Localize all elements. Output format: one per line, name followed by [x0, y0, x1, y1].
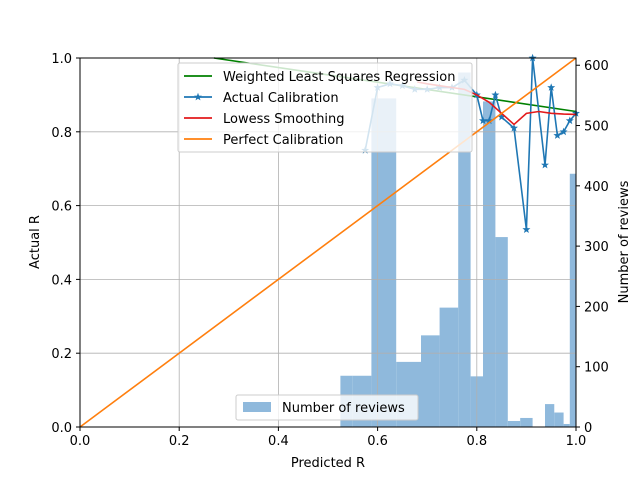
x-tick-label: 0.0	[70, 434, 91, 449]
x-tick-label: 0.8	[466, 434, 487, 449]
calibration-point	[565, 116, 574, 125]
y-right-tick-label: 400	[584, 180, 609, 195]
histogram-bar	[421, 335, 440, 427]
legend-bars-box	[235, 394, 419, 421]
legend-label: Weighted Least Squares Regression	[223, 70, 455, 85]
histogram-bar	[439, 307, 459, 427]
calibration-point	[479, 116, 487, 125]
legend-label: Perfect Calibration	[223, 133, 343, 148]
y-right-tick-label: 0	[584, 421, 592, 436]
x-tick-label: 0.4	[268, 434, 289, 449]
histogram-bar	[520, 417, 533, 427]
y-tick-label: 0.0	[51, 421, 72, 436]
legend-lines: Weighted Least Squares Regression Actual …	[177, 62, 473, 153]
histogram-bar	[483, 101, 496, 427]
calibration-point	[541, 160, 549, 169]
histogram-bars	[340, 72, 576, 428]
histogram-bar	[563, 423, 570, 427]
y-tick-label: 0.6	[51, 200, 72, 215]
calibration-point	[491, 90, 500, 99]
y-right-tick-label: 500	[584, 120, 609, 135]
y-right-tick-label: 100	[584, 361, 609, 376]
x-tick-label: 1.0	[566, 434, 587, 449]
y-right-axis-label: Number of reviews	[617, 180, 632, 303]
y-tick-label: 0.4	[51, 273, 72, 288]
histogram-bar	[545, 404, 555, 427]
histogram-bar	[371, 98, 397, 427]
calibration-point	[547, 83, 556, 91]
histogram-bar	[507, 420, 521, 427]
plot-frame	[79, 57, 577, 428]
histogram-bar	[495, 237, 508, 427]
axes: 0.0 0.2 0.4 0.6 0.8 1.00.00.20.40.60.81.00100…	[51, 52, 609, 449]
x-tick-label: 0.6	[367, 434, 388, 449]
x-tick-label: 0.2	[169, 434, 190, 449]
calibration-point	[559, 127, 568, 136]
y-tick-label: 0.2	[51, 347, 72, 362]
calibration-point	[522, 225, 531, 233]
calibration-point	[497, 112, 506, 121]
y-right-tick-label: 300	[584, 240, 609, 255]
legend-label: Lowess Smoothing	[223, 112, 345, 127]
y-axis-label: Actual R	[28, 215, 43, 269]
legend-lines-box	[177, 62, 473, 153]
y-right-tick-label: 600	[584, 59, 609, 74]
y-tick-label: 1.0	[51, 52, 72, 67]
y-right-tick-label: 200	[584, 300, 609, 315]
calibration-point	[510, 123, 518, 132]
legend-star-icon	[194, 92, 202, 101]
legend-bars-swatch	[243, 402, 271, 412]
histogram-bar	[554, 412, 564, 427]
legend-label: Actual Calibration	[223, 91, 339, 106]
histogram-bar	[569, 173, 576, 427]
legend-bars-label: Number of reviews	[282, 401, 405, 416]
legend-bars: Number of reviews	[235, 394, 419, 421]
calibration-point	[485, 116, 494, 125]
y-tick-label: 0.8	[51, 126, 72, 141]
calibration-point	[553, 131, 562, 139]
x-axis-label: Predicted R	[291, 456, 365, 471]
perfect-calibration-line	[79, 57, 577, 428]
histogram-bar	[458, 72, 471, 428]
